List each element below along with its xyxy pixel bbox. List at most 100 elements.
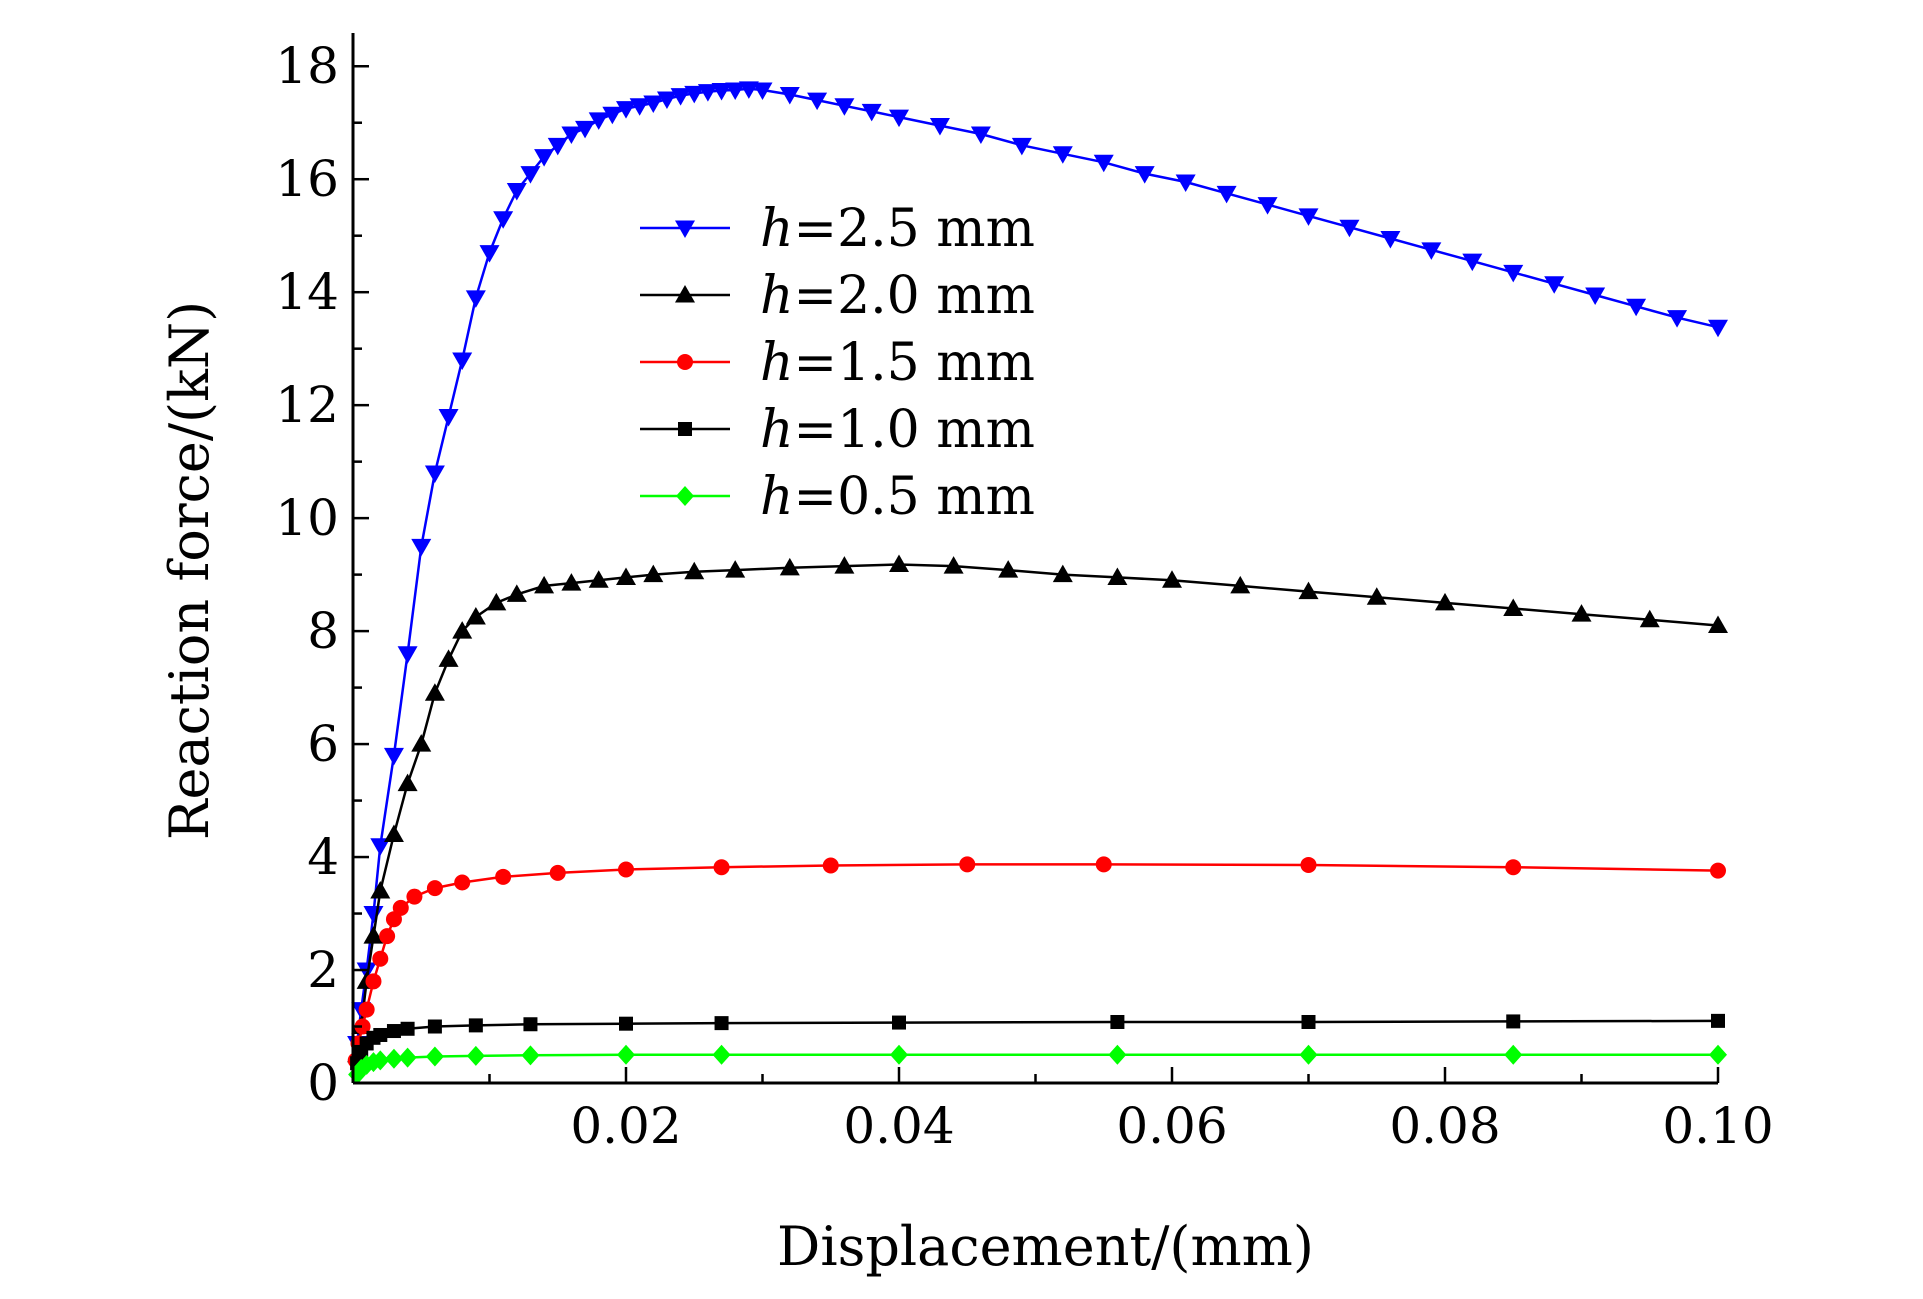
legend: h=2.5 mmh=2.0 mmh=1.5 mmh=1.0 mmh=0.5 mm — [640, 199, 1035, 527]
legend-label-variable: h — [760, 199, 794, 259]
legend-label-variable: h — [760, 400, 794, 460]
data-point — [834, 556, 855, 574]
data-point — [1301, 1014, 1316, 1029]
data-point — [892, 1015, 906, 1030]
data-point — [779, 557, 800, 576]
data-point — [834, 98, 855, 116]
data-point — [1300, 856, 1317, 873]
data-point — [495, 868, 512, 885]
data-point — [523, 1017, 538, 1032]
y-tick-label: 8 — [307, 602, 339, 660]
data-point — [466, 1045, 485, 1066]
legend-marker — [675, 220, 695, 238]
series-line — [351, 87, 1719, 1084]
data-point — [1667, 310, 1688, 328]
legend-label-value: =0.5 mm — [794, 467, 1035, 527]
data-point — [1506, 1014, 1521, 1029]
data-point — [561, 573, 582, 591]
legend-label: h=2.5 mm — [760, 199, 1035, 259]
data-point — [752, 82, 773, 100]
legend-marker — [675, 285, 695, 303]
data-point — [1708, 319, 1728, 338]
data-point — [383, 747, 404, 766]
data-point — [371, 1050, 390, 1071]
data-point — [354, 1018, 371, 1035]
y-tick-label: 16 — [275, 150, 339, 208]
data-point — [534, 149, 555, 167]
data-point — [561, 126, 582, 145]
data-point — [1504, 1044, 1523, 1065]
legend-label-variable: h — [760, 266, 794, 326]
data-point — [1544, 276, 1565, 294]
data-point — [1052, 146, 1073, 164]
legend-entry: h=1.0 mm — [640, 400, 1035, 460]
data-point — [370, 880, 391, 899]
data-point — [738, 81, 759, 99]
data-point — [1339, 219, 1360, 238]
data-point — [712, 1044, 731, 1065]
data-point — [370, 838, 391, 856]
data-point — [1052, 564, 1073, 583]
y-tick-label: 14 — [275, 263, 339, 321]
data-point — [1585, 287, 1606, 306]
data-point — [427, 1019, 442, 1034]
data-point — [713, 859, 730, 876]
data-point — [619, 1016, 633, 1031]
data-point — [454, 874, 471, 891]
data-point — [643, 95, 664, 113]
data-point — [725, 82, 746, 100]
data-point — [602, 106, 623, 125]
data-point — [1505, 859, 1522, 876]
data-point — [588, 570, 609, 588]
data-point — [725, 560, 746, 578]
data-point — [861, 103, 882, 122]
data-point — [998, 560, 1019, 578]
data-point — [363, 906, 384, 924]
legend-entry: h=2.0 mm — [640, 266, 1035, 326]
data-point — [397, 773, 418, 792]
data-point — [521, 1045, 540, 1066]
data-point — [889, 109, 909, 128]
x-tick-label: 0.06 — [1116, 1097, 1227, 1155]
data-point — [452, 621, 473, 639]
legend-label: h=1.0 mm — [760, 400, 1035, 460]
legend-marker — [678, 422, 692, 436]
y-tick-label: 4 — [307, 828, 339, 886]
axes: 0 2 4 6 8 10 12 14 16 18 0.02 0.04 0.06 0.08 0.10 — [275, 33, 1774, 1155]
data-point — [392, 899, 409, 916]
data-point — [1298, 581, 1319, 600]
data-point — [807, 92, 828, 111]
data-point — [1134, 166, 1155, 184]
legend-label-value: =1.5 mm — [794, 333, 1035, 393]
data-point — [425, 1046, 444, 1067]
data-point — [1421, 242, 1442, 260]
data-point — [617, 1044, 635, 1065]
data-point — [363, 926, 384, 944]
data-point — [379, 928, 396, 945]
data-point — [411, 734, 432, 752]
data-point — [372, 950, 389, 967]
legend-marker — [677, 354, 693, 370]
data-point — [1299, 1044, 1318, 1065]
data-point — [452, 352, 473, 370]
data-point — [889, 554, 909, 572]
legend-entry: h=2.5 mm — [640, 199, 1035, 259]
data-point — [1162, 570, 1182, 588]
data-point — [1230, 575, 1251, 594]
data-point — [616, 567, 636, 585]
data-point — [779, 86, 800, 105]
series-line — [351, 563, 1719, 1084]
data-point — [1366, 587, 1387, 605]
x-tick-label: 0.10 — [1662, 1097, 1773, 1155]
data-point — [970, 126, 991, 145]
data-point — [1435, 592, 1455, 611]
data-point — [1711, 1013, 1725, 1028]
legend-label: h=0.5 mm — [760, 467, 1035, 527]
data-point — [1257, 197, 1278, 215]
data-point — [465, 290, 486, 308]
data-point — [506, 183, 527, 201]
data-point — [1095, 856, 1112, 873]
data-point — [1709, 1044, 1727, 1065]
legend-entry: h=1.5 mm — [640, 333, 1035, 393]
data-point — [1380, 231, 1401, 249]
